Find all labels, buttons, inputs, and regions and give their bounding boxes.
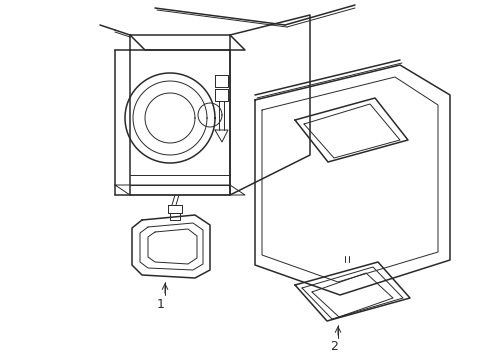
Text: 2: 2 xyxy=(330,341,338,354)
Text: 1: 1 xyxy=(157,298,165,311)
